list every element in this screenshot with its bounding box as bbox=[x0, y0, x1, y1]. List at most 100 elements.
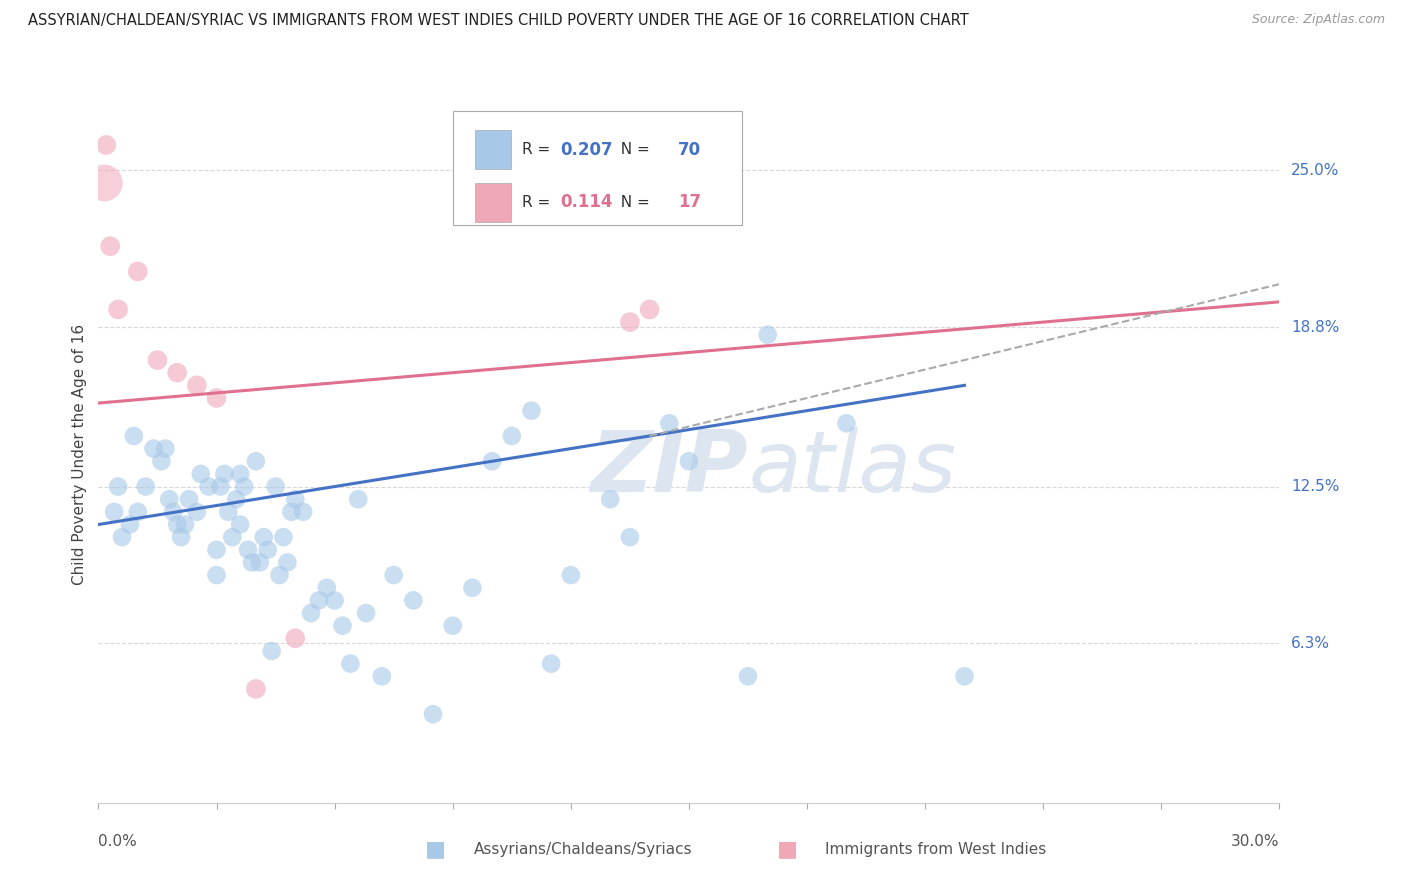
Point bbox=[221, 530, 243, 544]
Text: Immigrants from West Indies: Immigrants from West Indies bbox=[825, 842, 1046, 856]
Point bbox=[127, 264, 149, 278]
Point bbox=[166, 366, 188, 380]
Point bbox=[150, 454, 173, 468]
Point bbox=[299, 606, 322, 620]
Text: 6.3%: 6.3% bbox=[1291, 636, 1330, 651]
Point bbox=[107, 302, 129, 317]
Point bbox=[205, 542, 228, 557]
Point bbox=[233, 479, 256, 493]
Point bbox=[481, 454, 503, 468]
Y-axis label: Child Poverty Under the Age of 16: Child Poverty Under the Age of 16 bbox=[72, 325, 87, 585]
Point bbox=[197, 479, 219, 493]
Point bbox=[142, 442, 165, 456]
Text: Assyrians/Chaldeans/Syriacs: Assyrians/Chaldeans/Syriacs bbox=[474, 842, 692, 856]
Text: 12.5%: 12.5% bbox=[1291, 479, 1340, 494]
Point bbox=[284, 632, 307, 646]
Point bbox=[347, 492, 370, 507]
Point bbox=[240, 556, 263, 570]
Point bbox=[103, 505, 125, 519]
Point bbox=[619, 315, 641, 329]
Point bbox=[122, 429, 145, 443]
Point bbox=[111, 530, 134, 544]
Text: ■: ■ bbox=[426, 839, 446, 859]
Point bbox=[658, 417, 681, 431]
Point bbox=[146, 353, 169, 368]
Point bbox=[441, 618, 464, 632]
Point bbox=[190, 467, 212, 481]
Text: 25.0%: 25.0% bbox=[1291, 163, 1340, 178]
Point bbox=[253, 530, 276, 544]
Point bbox=[323, 593, 346, 607]
Point bbox=[174, 517, 197, 532]
Point bbox=[371, 669, 394, 683]
Text: R =: R = bbox=[523, 195, 555, 210]
Text: 17: 17 bbox=[678, 194, 702, 211]
Text: ASSYRIAN/CHALDEAN/SYRIAC VS IMMIGRANTS FROM WEST INDIES CHILD POVERTY UNDER THE : ASSYRIAN/CHALDEAN/SYRIAC VS IMMIGRANTS F… bbox=[28, 13, 969, 29]
FancyBboxPatch shape bbox=[475, 130, 510, 169]
Point bbox=[599, 492, 621, 507]
Point bbox=[382, 568, 405, 582]
Point bbox=[402, 593, 425, 607]
Point bbox=[638, 302, 661, 317]
Point bbox=[166, 517, 188, 532]
Point bbox=[135, 479, 157, 493]
Point bbox=[205, 391, 228, 405]
Point bbox=[93, 176, 115, 190]
Point bbox=[249, 556, 271, 570]
Text: N =: N = bbox=[612, 142, 655, 157]
FancyBboxPatch shape bbox=[453, 111, 742, 226]
Point bbox=[461, 581, 484, 595]
Point bbox=[260, 644, 283, 658]
Point bbox=[737, 669, 759, 683]
Point bbox=[501, 429, 523, 443]
Text: 18.8%: 18.8% bbox=[1291, 319, 1340, 334]
Point bbox=[245, 454, 267, 468]
Point bbox=[280, 505, 302, 519]
Point bbox=[225, 492, 247, 507]
Point bbox=[127, 505, 149, 519]
Point bbox=[308, 593, 330, 607]
Text: atlas: atlas bbox=[748, 427, 956, 510]
Point bbox=[520, 403, 543, 417]
Point bbox=[269, 568, 291, 582]
Point bbox=[332, 618, 354, 632]
Point bbox=[162, 505, 184, 519]
Point bbox=[756, 327, 779, 342]
Point bbox=[276, 556, 298, 570]
Point bbox=[205, 568, 228, 582]
Point bbox=[953, 669, 976, 683]
Point bbox=[264, 479, 287, 493]
Point bbox=[107, 479, 129, 493]
Point bbox=[256, 542, 278, 557]
Point bbox=[229, 467, 252, 481]
Text: Source: ZipAtlas.com: Source: ZipAtlas.com bbox=[1251, 13, 1385, 27]
Point bbox=[540, 657, 562, 671]
Point bbox=[186, 505, 208, 519]
Text: R =: R = bbox=[523, 142, 555, 157]
Point bbox=[96, 138, 118, 153]
Point bbox=[209, 479, 232, 493]
Text: ■: ■ bbox=[778, 839, 797, 859]
Point bbox=[339, 657, 361, 671]
Point bbox=[245, 681, 267, 696]
Point bbox=[217, 505, 239, 519]
Text: 30.0%: 30.0% bbox=[1232, 834, 1279, 849]
Point bbox=[422, 707, 444, 722]
Point bbox=[157, 492, 180, 507]
Point bbox=[186, 378, 208, 392]
Point bbox=[118, 517, 141, 532]
Point bbox=[214, 467, 236, 481]
Point bbox=[354, 606, 377, 620]
Text: N =: N = bbox=[612, 195, 655, 210]
Point bbox=[619, 530, 641, 544]
Point bbox=[236, 542, 259, 557]
Text: 70: 70 bbox=[678, 141, 702, 159]
Point bbox=[273, 530, 295, 544]
Point bbox=[177, 492, 200, 507]
Point bbox=[560, 568, 582, 582]
Text: 0.0%: 0.0% bbox=[98, 834, 138, 849]
Point bbox=[835, 417, 858, 431]
FancyBboxPatch shape bbox=[475, 183, 510, 221]
Text: 0.207: 0.207 bbox=[560, 141, 613, 159]
Point bbox=[284, 492, 307, 507]
